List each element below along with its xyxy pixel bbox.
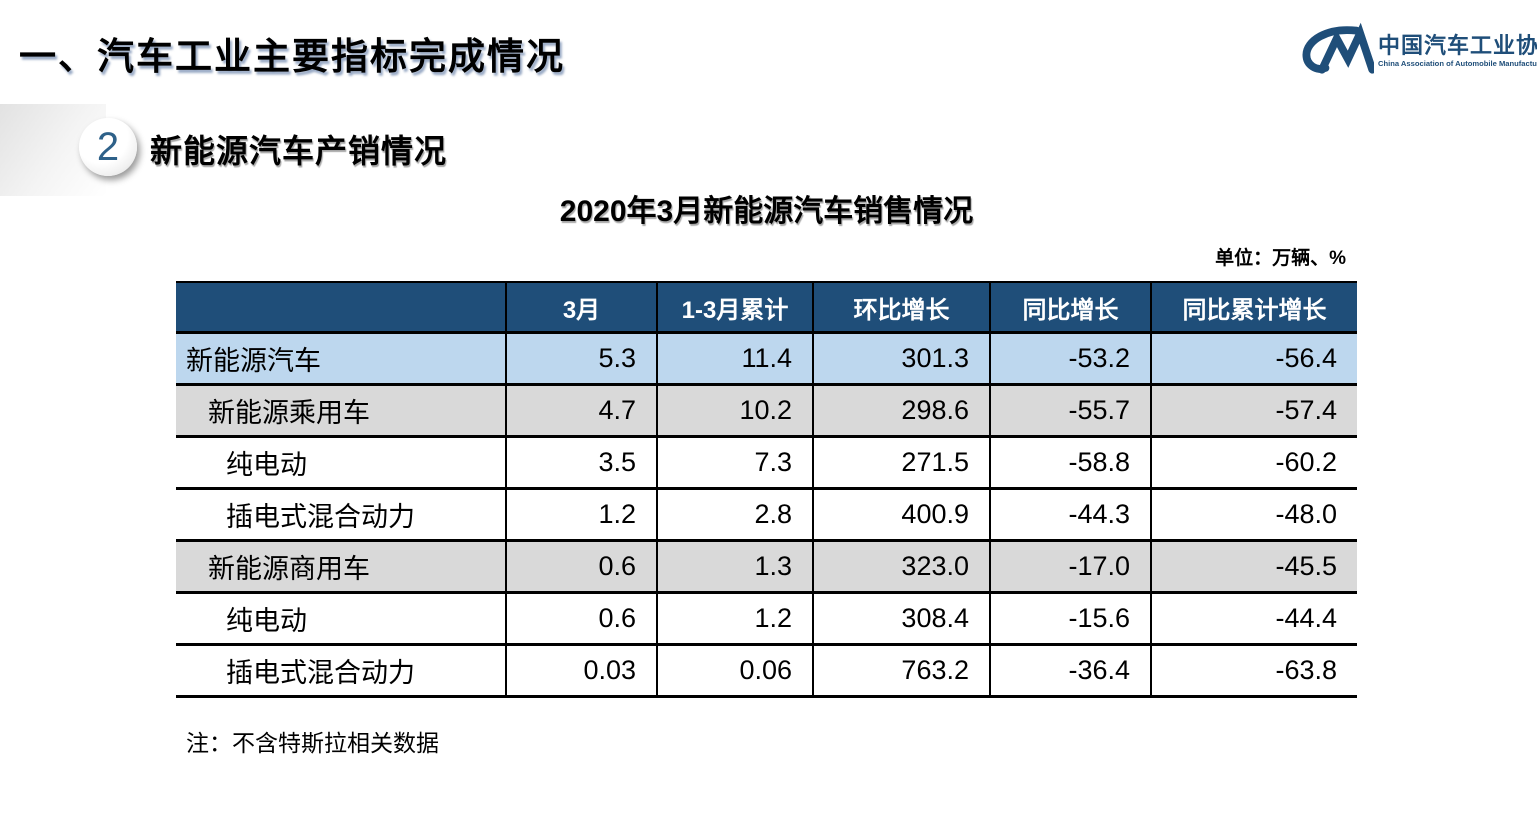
- cell-value: 308.4: [812, 591, 991, 646]
- page-title: 一、汽车工业主要指标完成情况: [19, 36, 565, 77]
- cell-value: -63.8: [1150, 643, 1357, 698]
- column-header: 同比增长: [989, 281, 1152, 334]
- column-header: 同比累计增长: [1150, 281, 1357, 334]
- table-row: 纯电动 0.6 1.2 308.4 -15.6 -44.4: [176, 591, 1357, 646]
- section-number: 2: [96, 124, 120, 169]
- section-heading: 新能源汽车产销情况: [150, 133, 448, 169]
- table-header-row: 3月 1-3月累计 环比增长 同比增长 同比累计增长: [176, 281, 1357, 334]
- cell-value: 271.5: [812, 435, 991, 490]
- cell-value: 1.2: [656, 591, 814, 646]
- cell-value: -58.8: [989, 435, 1152, 490]
- table-title: 2020年3月新能源汽车销售情况: [559, 195, 974, 228]
- cell-value: -60.2: [1150, 435, 1357, 490]
- cell-value: 3.5: [505, 435, 658, 490]
- cell-value: 323.0: [812, 539, 991, 594]
- cell-value: -53.2: [989, 331, 1152, 386]
- column-header: 3月: [505, 281, 658, 334]
- row-label: 新能源商用车: [176, 539, 507, 594]
- cell-value: 400.9: [812, 487, 991, 542]
- row-label: 新能源乘用车: [176, 383, 507, 438]
- footnote: 注：不含特斯拉相关数据: [186, 730, 439, 756]
- cell-value: 10.2: [656, 383, 814, 438]
- cell-value: -48.0: [1150, 487, 1357, 542]
- table-row: 插电式混合动力 0.03 0.06 763.2 -36.4 -63.8: [176, 643, 1357, 698]
- table-row: 插电式混合动力 1.2 2.8 400.9 -44.3 -48.0: [176, 487, 1357, 542]
- cell-value: -15.6: [989, 591, 1152, 646]
- row-label: 插电式混合动力: [176, 643, 507, 698]
- cell-value: 11.4: [656, 331, 814, 386]
- table-row: 新能源商用车 0.6 1.3 323.0 -17.0 -45.5: [176, 539, 1357, 594]
- column-header: 环比增长: [812, 281, 991, 334]
- row-label: 纯电动: [176, 591, 507, 646]
- cell-value: -44.4: [1150, 591, 1357, 646]
- cell-value: 0.03: [505, 643, 658, 698]
- cell-value: -57.4: [1150, 383, 1357, 438]
- cell-value: 763.2: [812, 643, 991, 698]
- table-row: 新能源乘用车 4.7 10.2 298.6 -55.7 -57.4: [176, 383, 1357, 438]
- row-label: 新能源汽车: [176, 331, 507, 386]
- column-header: 1-3月累计: [656, 281, 814, 334]
- cell-value: 0.6: [505, 539, 658, 594]
- nev-sales-table: 3月 1-3月累计 环比增长 同比增长 同比累计增长 新能源汽车 5.3 11.4 301.3…: [176, 281, 1357, 698]
- cell-value: 4.7: [505, 383, 658, 438]
- cell-value: -44.3: [989, 487, 1152, 542]
- cell-value: -45.5: [1150, 539, 1357, 594]
- cell-value: 2.8: [656, 487, 814, 542]
- cam-logo-icon: [1296, 20, 1377, 81]
- table-row: 新能源汽车 5.3 11.4 301.3 -53.2 -56.4: [176, 331, 1357, 386]
- cell-value: 1.2: [505, 487, 658, 542]
- cell-value: 0.06: [656, 643, 814, 698]
- column-header-blank: [176, 281, 507, 334]
- section-number-badge: 2: [79, 118, 137, 176]
- cell-value: -55.7: [989, 383, 1152, 438]
- cell-value: -17.0: [989, 539, 1152, 594]
- org-logo: 中国汽车工业协会 China Association of Automobile…: [1296, 20, 1537, 81]
- org-name-en: China Association of Automobile Manufact…: [1378, 58, 1537, 68]
- cell-value: 1.3: [656, 539, 814, 594]
- cell-value: -36.4: [989, 643, 1152, 698]
- cell-value: 7.3: [656, 435, 814, 490]
- org-logo-text: 中国汽车工业协会 China Association of Automobile…: [1378, 33, 1537, 69]
- cell-value: 5.3: [505, 331, 658, 386]
- cell-value: 301.3: [812, 331, 991, 386]
- org-name-cn: 中国汽车工业协会: [1378, 32, 1537, 58]
- table-row: 纯电动 3.5 7.3 271.5 -58.8 -60.2: [176, 435, 1357, 490]
- cell-value: 0.6: [505, 591, 658, 646]
- row-label: 纯电动: [176, 435, 507, 490]
- unit-label: 单位：万辆、%: [1215, 248, 1346, 269]
- cell-value: 298.6: [812, 383, 991, 438]
- row-label: 插电式混合动力: [176, 487, 507, 542]
- cell-value: -56.4: [1150, 331, 1357, 386]
